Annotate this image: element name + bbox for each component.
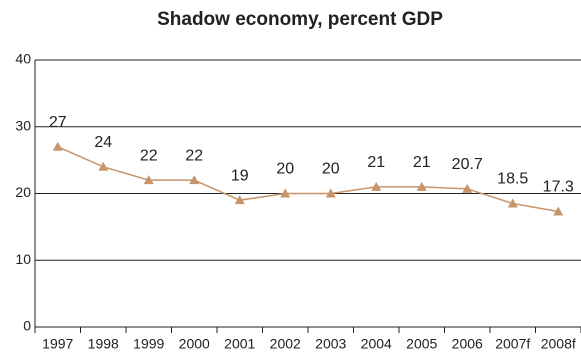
data-label: 21	[413, 154, 431, 171]
y-tick-label: 20	[15, 184, 31, 200]
x-tick-label: 2007f	[495, 336, 530, 352]
line	[57, 146, 559, 213]
x-tick-label: 2006	[452, 336, 483, 352]
data-label: 22	[185, 147, 203, 164]
y-tick-label: 0	[23, 318, 31, 334]
data-label: 24	[94, 134, 112, 151]
marker	[98, 161, 109, 171]
data-label: 19	[231, 167, 249, 184]
data-label: 21	[367, 154, 385, 171]
x-tick-label: 1999	[133, 336, 164, 352]
data-label: 27	[49, 114, 67, 131]
data-label: 17.3	[543, 179, 574, 196]
marker	[280, 188, 291, 198]
data-label: 22	[140, 147, 158, 164]
marker	[416, 181, 427, 191]
data-label: 20	[322, 161, 340, 178]
marker	[325, 188, 336, 198]
data-label: 20	[276, 161, 294, 178]
marker	[234, 195, 245, 205]
x-tick-label: 2001	[224, 336, 255, 352]
x-tick-label: 1997	[42, 336, 73, 352]
x-tick-label: 2004	[361, 336, 392, 352]
x-tick-label: 2008f	[541, 336, 576, 352]
data-label: 18.5	[497, 171, 528, 188]
x-tick-label: 1998	[88, 336, 119, 352]
marker	[143, 175, 154, 185]
marker	[553, 206, 564, 216]
x-tick-label: 2002	[270, 336, 301, 352]
y-tick-label: 30	[15, 117, 31, 133]
marker	[371, 181, 382, 191]
chart-title: Shadow economy, percent GDP	[157, 9, 443, 30]
y-tick-label: 10	[15, 251, 31, 267]
data-label: 20.7	[452, 156, 483, 173]
x-tick-label: 2005	[406, 336, 437, 352]
marker	[462, 183, 473, 193]
x-tick-label: 2003	[315, 336, 346, 352]
y-tick-label: 40	[15, 51, 31, 67]
x-tick-label: 2000	[179, 336, 210, 352]
marker	[507, 198, 518, 208]
marker	[52, 141, 63, 151]
marker	[189, 175, 200, 185]
